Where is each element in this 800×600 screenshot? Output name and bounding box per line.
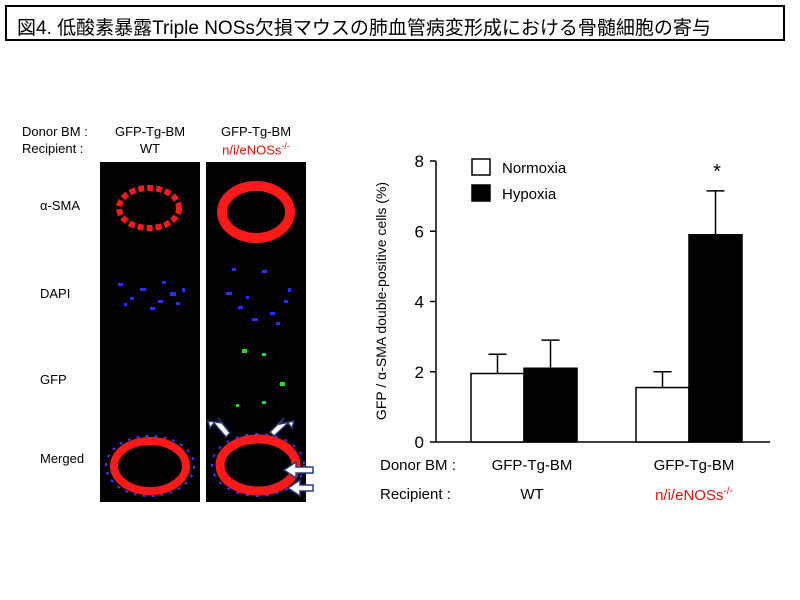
arrow-icon-4 (286, 478, 314, 498)
title-box: 図4. 低酸素暴露Triple NOSs欠損マウスの肺血管病変形成における骨髄細… (5, 5, 785, 41)
row-label-merged: Merged (40, 451, 85, 466)
group1-recipient: WT (520, 486, 544, 503)
row-label-gfp: GFP (40, 372, 67, 387)
x-donor-label: Donor BM : (380, 457, 456, 474)
wt-merged-ring (110, 437, 190, 495)
bar-normoxia-1 (635, 386, 690, 443)
arrow-icon-2 (268, 417, 296, 438)
bar-hypoxia-0 (523, 367, 578, 443)
y-tick-label: 4 (415, 293, 424, 312)
ko-dapi-dots (226, 268, 291, 325)
y-axis-label: GFP / α-SMA double-positive cells (%) (373, 182, 389, 420)
col1-donor: GFP-Tg-BM (114, 124, 186, 139)
significance-marker: * (713, 161, 721, 183)
x-recipient-label: Recipient : (380, 486, 451, 503)
legend-label-hypoxia: Hypoxia (502, 186, 557, 203)
group2-donor: GFP-Tg-BM (653, 457, 735, 474)
wt-dapi-dots (118, 281, 185, 310)
legend-label-normoxia: Normoxia (502, 160, 567, 177)
group1-donor: GFP-Tg-BM (491, 457, 573, 474)
ko-merged-nuclei (211, 433, 305, 497)
recipient-label: Recipient : (22, 141, 84, 156)
y-tick-label: 0 (415, 433, 424, 452)
legend-swatch-hypoxia (471, 184, 491, 202)
wt-merged-nuclei (105, 435, 195, 497)
group2-recipient: n/i/eNOSs-/- (655, 486, 733, 504)
donor-label: Donor BM : (22, 124, 88, 139)
ko-gfp-dots (236, 349, 285, 407)
figure-title: 図4. 低酸素暴露Triple NOSs欠損マウスの肺血管病変形成における骨髄細… (17, 18, 711, 39)
micrograph-panel-wt (100, 162, 200, 502)
y-tick-label: 8 (415, 152, 424, 171)
col2-recipient: n/i/eNOSs-/- (222, 141, 290, 158)
bar-hypoxia-1 (688, 234, 743, 443)
col1-recipient: WT (139, 141, 161, 156)
y-tick-label: 6 (415, 222, 424, 241)
row-label-asma: α-SMA (40, 198, 81, 213)
arrow-indicators (206, 417, 314, 498)
y-tick-label: 2 (415, 363, 424, 382)
legend-swatch-normoxia (471, 158, 491, 176)
col2-donor: GFP-Tg-BM (220, 124, 292, 139)
arrow-icon-3 (282, 460, 314, 480)
wt-asma-ring (116, 185, 182, 231)
arrow-icon-1 (206, 417, 232, 439)
row-label-dapi: DAPI (40, 286, 71, 301)
bar-normoxia-0 (470, 372, 525, 443)
ko-asma-ring (217, 181, 295, 243)
